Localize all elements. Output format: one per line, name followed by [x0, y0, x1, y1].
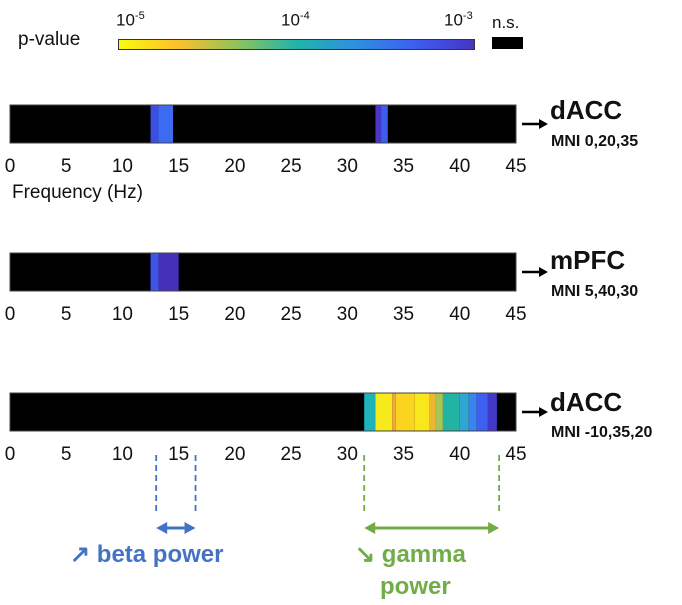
- x-tick-label: 35: [393, 156, 414, 177]
- x-tick-label: 20: [224, 304, 245, 325]
- legend-tick-base: 10: [444, 10, 463, 30]
- x-tick-label: 15: [168, 156, 189, 177]
- arrow-head: [539, 407, 548, 417]
- heatmap-cell: [150, 253, 159, 291]
- x-tick-label: 35: [393, 304, 414, 325]
- heatmap-cell: [414, 393, 430, 431]
- heatmap-cell: [392, 393, 396, 431]
- heatmap-cell: [429, 393, 436, 431]
- row-2-region: mPFC: [550, 245, 626, 275]
- heatmap-cell: [487, 393, 497, 431]
- legend-ns-swatch: [492, 37, 523, 49]
- annotation-gamma-power-line1: ↘ gamma: [355, 541, 466, 568]
- x-tick-label: 25: [281, 156, 302, 177]
- heatmap-cell: [375, 393, 393, 431]
- legend-tick-exponent: -5: [134, 10, 145, 22]
- arrow-head: [539, 119, 548, 129]
- x-tick-label: 30: [337, 304, 358, 325]
- legend-tick-1e-3: 10-3: [444, 10, 473, 31]
- x-axis-label: Frequency (Hz): [12, 182, 143, 203]
- heatmap-cell: [150, 105, 159, 143]
- x-tick-label: 10: [112, 304, 133, 325]
- x-tick-label: 45: [505, 444, 526, 465]
- x-tick-label: 40: [449, 156, 470, 177]
- x-tick-label: 5: [61, 304, 72, 325]
- heatmap-cell: [459, 393, 469, 431]
- heatmap-cell: [476, 393, 488, 431]
- heatmap-cell: [435, 393, 443, 431]
- legend-tick-exponent: -3: [462, 10, 473, 22]
- x-tick-label: 40: [449, 304, 470, 325]
- heatmap-row-2-background: [10, 253, 516, 291]
- x-tick-label: 10: [112, 444, 133, 465]
- x-tick-label: 5: [61, 156, 72, 177]
- row-1-coords: MNI 0,20,35: [551, 133, 639, 150]
- x-tick-label: 20: [224, 444, 245, 465]
- heatmap-cell: [442, 393, 460, 431]
- heatmap-row-1-frame: [9, 104, 517, 144]
- annotation-arrowhead-left: [364, 522, 376, 534]
- x-tick-label: 10: [112, 156, 133, 177]
- annotation-arrowhead-left: [156, 522, 168, 534]
- heatmap-cell: [395, 393, 415, 431]
- x-tick-label: 20: [224, 156, 245, 177]
- x-tick-label: 25: [281, 444, 302, 465]
- x-tick-label: 45: [505, 304, 526, 325]
- arrow-head: [539, 267, 548, 277]
- heatmap-cell: [158, 253, 179, 291]
- annotation-arrowhead-right: [488, 522, 500, 534]
- row-3-coords: MNI -10,35,20: [551, 424, 653, 441]
- x-tick-label: 40: [449, 444, 470, 465]
- legend-tick-exponent: -4: [299, 10, 310, 22]
- heatmap-cell: [375, 105, 382, 143]
- x-tick-label: 0: [5, 156, 16, 177]
- row-3-region: dACC: [550, 387, 623, 417]
- row-1-region: dACC: [550, 95, 623, 125]
- legend-tick-base: 10: [116, 10, 135, 30]
- heatmap-row-1-background: [10, 105, 516, 143]
- legend-colorbar: [118, 39, 475, 50]
- x-tick-label: 25: [281, 304, 302, 325]
- heatmap-row-2-frame: [9, 252, 517, 292]
- legend-title: p-value: [18, 29, 81, 50]
- annotation-beta-power: ↗ beta power: [70, 541, 224, 568]
- x-tick-label: 30: [337, 156, 358, 177]
- legend-ns-label: n.s.: [492, 13, 520, 32]
- x-tick-label: 35: [393, 444, 414, 465]
- heatmap-row-3-frame: [9, 392, 517, 432]
- annotation-arrowhead-right: [184, 522, 196, 534]
- heatmap-cell: [364, 393, 376, 431]
- legend-tick-1e-5: 10-5: [116, 10, 145, 31]
- x-tick-label: 30: [337, 444, 358, 465]
- legend-tick-1e-4: 10-4: [281, 10, 310, 31]
- x-tick-label: 0: [5, 304, 16, 325]
- annotation-gamma-power-line2: power: [380, 573, 451, 600]
- x-tick-label: 5: [61, 444, 72, 465]
- x-tick-label: 15: [168, 304, 189, 325]
- row-2-coords: MNI 5,40,30: [551, 283, 639, 300]
- x-tick-label: 0: [5, 444, 16, 465]
- legend-tick-base: 10: [281, 10, 300, 30]
- x-tick-label: 45: [505, 156, 526, 177]
- heatmap-cell: [381, 105, 388, 143]
- x-tick-label: 15: [168, 444, 189, 465]
- heatmap-cell: [158, 105, 174, 143]
- heatmap-cell: [468, 393, 477, 431]
